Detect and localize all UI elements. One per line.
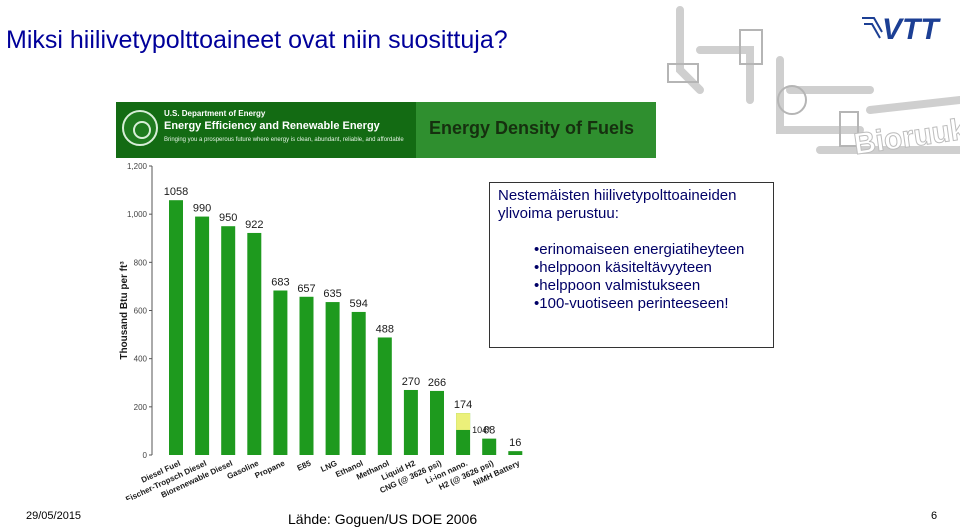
- page-number: 6: [931, 510, 938, 522]
- bar-value-label: 68: [483, 425, 495, 437]
- bar-value-label: 635: [323, 288, 341, 300]
- source-citation: Lähde: Goguen/US DOE 2006: [288, 511, 478, 527]
- bar-value-label: 922: [245, 219, 263, 231]
- bar-plot: 0 200 400 600 800 1,000 1,200 Thousand Btu per …: [119, 162, 523, 500]
- bar-value-label: 16: [509, 437, 521, 449]
- energy-density-chart: U.S. Department of Energy Energy Efficie…: [116, 102, 656, 500]
- y-tick-label: 1,000: [127, 210, 148, 219]
- bar: [508, 451, 523, 455]
- chart-heading: Energy Density of Fuels: [429, 118, 635, 138]
- bar-value-label: 270: [402, 376, 420, 388]
- callout-box: Nestemäisten hiilivetypolttoaineiden yli…: [489, 182, 774, 348]
- callout-heading: Nestemäisten hiilivetypolttoaineiden yli…: [498, 187, 737, 222]
- bar: [247, 232, 262, 455]
- annotation-overlay: [456, 413, 471, 430]
- bar-value-label: 657: [297, 283, 315, 295]
- bar: [325, 302, 340, 455]
- bar-value-label: 683: [271, 277, 289, 289]
- y-axis-title: Thousand Btu per ft³: [119, 261, 130, 360]
- y-tick-label: 1,200: [127, 162, 148, 171]
- bar-value-label: 488: [376, 323, 394, 335]
- y-tick-label: 0: [143, 451, 148, 460]
- category-label: Propane: [253, 458, 286, 480]
- bar-value-label: 174: [454, 399, 472, 411]
- bar: [299, 296, 314, 455]
- doe-banner-dark-panel: [116, 102, 416, 158]
- doe-seal-icon: [122, 110, 158, 146]
- slide-title: Miksi hiilivetypolttoaineet ovat niin su…: [6, 26, 508, 54]
- y-tick-label: 200: [134, 403, 148, 412]
- callout-list: erinomaiseen energiatiheyteen helppoon k…: [498, 241, 773, 313]
- bar: [221, 226, 236, 455]
- slide-date: 29/05/2015: [26, 510, 82, 522]
- bar-value-label: 594: [350, 298, 368, 310]
- bar: [482, 438, 497, 455]
- bar: [273, 290, 288, 455]
- bar: [195, 216, 210, 455]
- bar: [169, 200, 183, 455]
- bar-value-label: 1058: [164, 186, 188, 198]
- callout-item: helppoon käsiteltävyyteen: [534, 259, 773, 277]
- pipeline-decoration: Bioruukki: [667, 6, 960, 162]
- doe-banner: U.S. Department of Energy Energy Efficie…: [116, 102, 656, 158]
- bar: [351, 311, 366, 455]
- y-tick-label: 800: [134, 258, 148, 267]
- callout-item: helppoon valmistukseen: [534, 277, 773, 295]
- doe-agency: U.S. Department of Energy: [164, 109, 266, 118]
- doe-office: Energy Efficiency and Renewable Energy: [164, 120, 380, 132]
- annotation-label: 104*: [472, 425, 491, 435]
- vtt-logo: VTT: [862, 13, 941, 44]
- category-label: E85: [296, 458, 313, 472]
- doe-tagline: Bringing you a prosperous future where e…: [164, 137, 404, 143]
- bar: [403, 389, 418, 455]
- y-tick-label: 600: [134, 307, 148, 316]
- callout-item: 100-vuotiseen perinteeseen!: [534, 295, 773, 313]
- bar-value-label: 266: [428, 377, 446, 389]
- bar: [430, 390, 444, 455]
- y-tick-label: 400: [134, 355, 148, 364]
- bar-value-label: 950: [219, 212, 237, 224]
- bar-value-label: 990: [193, 203, 211, 215]
- callout-item: erinomaiseen energiatiheyteen: [534, 241, 773, 259]
- bar: [377, 337, 392, 455]
- vtt-logo-text: VTT: [882, 13, 941, 44]
